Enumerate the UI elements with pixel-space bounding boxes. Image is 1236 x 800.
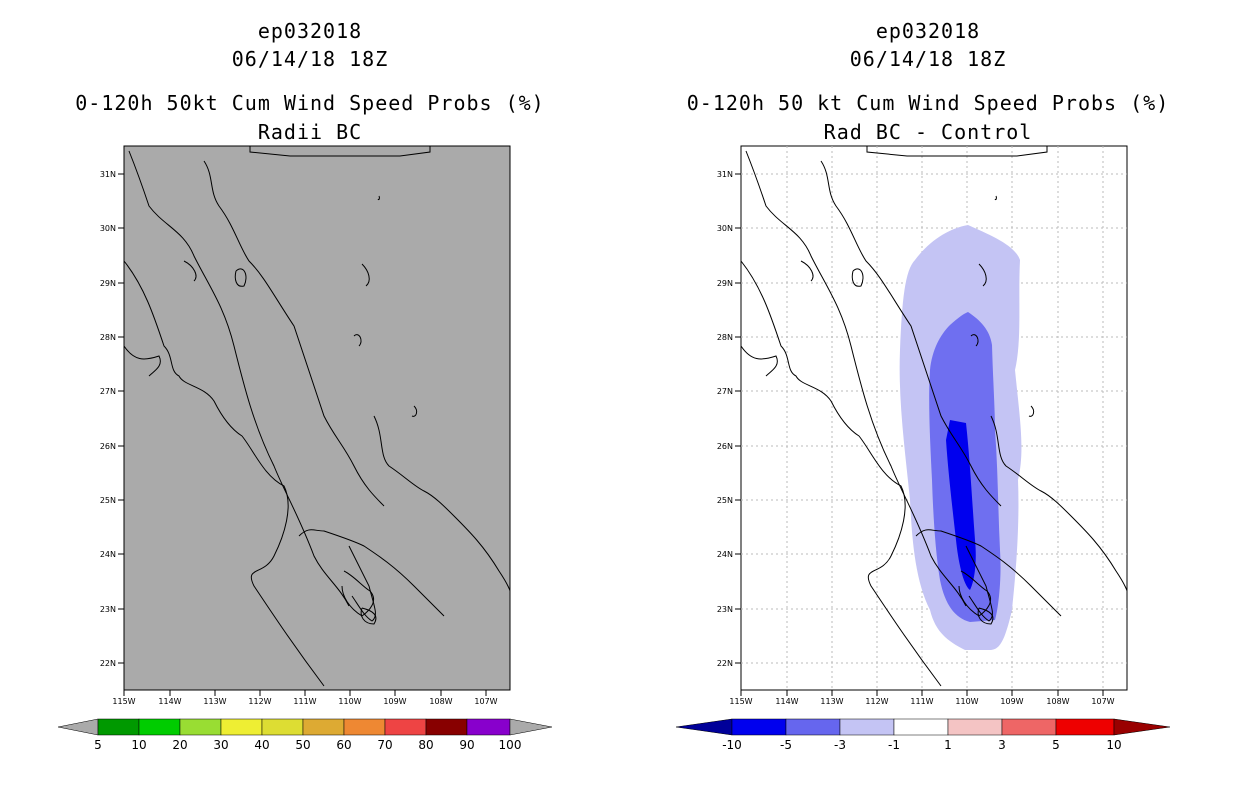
right-storm-id: ep032018 [875, 19, 981, 43]
right-lat-ticks [735, 173, 741, 664]
right-colorbar-label: -3 [834, 738, 846, 752]
left-colorbar-low-arrow [57, 718, 99, 736]
right-colorbar-label: 3 [998, 738, 1006, 752]
right-lon-label: 114W [775, 697, 798, 706]
left-lon-label: 107W [474, 697, 497, 706]
left-lat-label: 31N [100, 170, 116, 179]
left-colorbar-swatch [384, 718, 427, 736]
left-colorbar-label: 20 [172, 738, 187, 752]
right-lon-label: 112W [865, 697, 888, 706]
right-lat-label: 24N [717, 550, 733, 559]
left-colorbar-label: 40 [254, 738, 269, 752]
right-lon-label: 113W [820, 697, 843, 706]
right-lon-label: 109W [1000, 697, 1023, 706]
right-lat-label: 26N [717, 442, 733, 451]
left-lon-label: 110W [338, 697, 361, 706]
right-colorbar-swatch [947, 718, 1003, 736]
right-colorbar-label: 1 [944, 738, 952, 752]
left-lat-label: 24N [100, 550, 116, 559]
right-colorbar-label: -1 [888, 738, 900, 752]
left-colorbar-label: 5 [94, 738, 102, 752]
right-colorbar-high-arrow [1113, 718, 1171, 736]
left-colorbar-label: 50 [295, 738, 310, 752]
left-lat-label: 26N [100, 442, 116, 451]
left-colorbar-swatch [466, 718, 511, 736]
right-colorbar [675, 718, 1171, 736]
right-lat-label: 28N [717, 333, 733, 342]
left-colorbar-swatch [343, 718, 386, 736]
left-title: 0-120h 50kt Cum Wind Speed Probs (%) [75, 91, 545, 115]
right-colorbar-swatch [893, 718, 949, 736]
left-lon-label: 108W [429, 697, 452, 706]
left-colorbar-label: 90 [459, 738, 474, 752]
left-lat-label: 29N [100, 279, 116, 288]
right-lon-ticks [740, 690, 1104, 696]
left-lon-label: 109W [383, 697, 406, 706]
right-lon-label: 107W [1091, 697, 1114, 706]
right-lat-label: 25N [717, 496, 733, 505]
right-colorbar-label: 5 [1052, 738, 1060, 752]
right-lat-label: 31N [717, 170, 733, 179]
right-lon-label: 110W [955, 697, 978, 706]
left-colorbar-label: 30 [213, 738, 228, 752]
left-lat-ticks [118, 173, 124, 664]
right-lat-label: 30N [717, 224, 733, 233]
left-colorbar-swatch [261, 718, 304, 736]
left-lat-label: 27N [100, 387, 116, 396]
left-storm-id: ep032018 [257, 19, 363, 43]
right-colorbar-label: -5 [780, 738, 792, 752]
left-lat-label: 23N [100, 605, 116, 614]
right-title: 0-120h 50 kt Cum Wind Speed Probs (%) [686, 91, 1170, 115]
right-lat-label: 23N [717, 605, 733, 614]
left-colorbar-label: 80 [418, 738, 433, 752]
right-colorbar-swatch [785, 718, 841, 736]
left-coastlines [124, 146, 510, 687]
right-lon-label: 115W [729, 697, 752, 706]
right-colorbar-swatch [731, 718, 787, 736]
right-lat-label: 22N [717, 659, 733, 668]
left-colorbar-swatch [220, 718, 263, 736]
left-lon-ticks [123, 690, 487, 696]
right-colorbar-swatch [839, 718, 895, 736]
left-colorbar-label: 70 [377, 738, 392, 752]
left-colorbar-label: 10 [131, 738, 146, 752]
right-subtitle: Rad BC - Control [823, 120, 1033, 144]
right-colorbar-label: -10 [722, 738, 742, 752]
right-lon-label: 108W [1046, 697, 1069, 706]
left-colorbar-swatch [138, 718, 181, 736]
left-lat-label: 30N [100, 224, 116, 233]
right-coastlines [741, 146, 1127, 687]
right-colorbar-swatch [1001, 718, 1057, 736]
left-datetime: 06/14/18 18Z [231, 47, 389, 71]
right-colorbar-label: 10 [1106, 738, 1121, 752]
left-colorbar [57, 718, 553, 736]
right-lat-label: 27N [717, 387, 733, 396]
left-lat-label: 22N [100, 659, 116, 668]
left-colorbar-swatch [302, 718, 345, 736]
left-lon-label: 113W [203, 697, 226, 706]
right-lat-label: 29N [717, 279, 733, 288]
right-colorbar-swatch [1055, 718, 1115, 736]
left-lat-label: 28N [100, 333, 116, 342]
left-colorbar-label: 100 [499, 738, 522, 752]
right-lon-label: 111W [910, 697, 933, 706]
left-colorbar-swatch [97, 718, 140, 736]
left-colorbar-swatch [179, 718, 222, 736]
contour-minus5-to-minus10 [946, 420, 976, 590]
left-lon-label: 112W [248, 697, 271, 706]
difference-contours [899, 225, 1022, 650]
left-lon-label: 115W [112, 697, 135, 706]
left-map-background [123, 145, 511, 691]
left-colorbar-label: 60 [336, 738, 351, 752]
left-colorbar-swatch [425, 718, 468, 736]
left-colorbar-high-arrow [509, 718, 553, 736]
right-colorbar-low-arrow [675, 718, 733, 736]
left-subtitle: Radii BC [257, 120, 363, 144]
right-datetime: 06/14/18 18Z [849, 47, 1007, 71]
left-lat-label: 25N [100, 496, 116, 505]
left-lon-label: 114W [158, 697, 181, 706]
left-lon-label: 111W [293, 697, 316, 706]
